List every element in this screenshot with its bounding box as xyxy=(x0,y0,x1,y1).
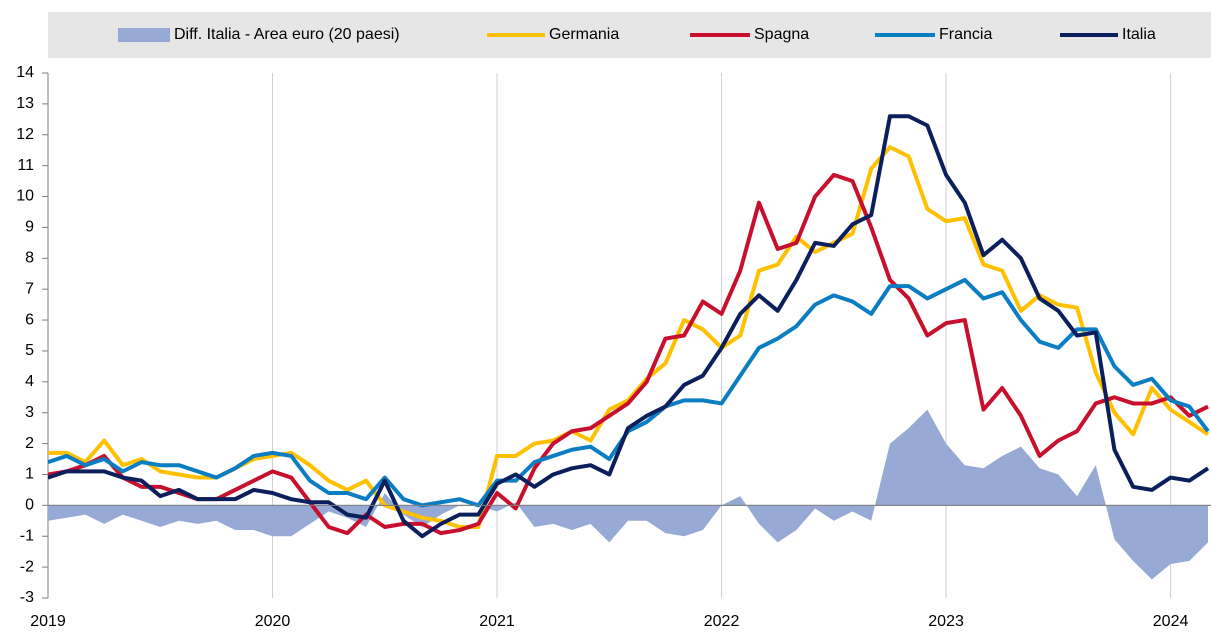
y-tick-label: 2 xyxy=(25,435,34,452)
legend-label: Spagna xyxy=(754,26,809,43)
legend-label: Italia xyxy=(1122,26,1156,43)
legend-label: Diff. Italia - Area euro (20 paesi) xyxy=(174,26,400,43)
y-tick-label: -2 xyxy=(20,558,34,575)
y-tick-label: 13 xyxy=(16,95,34,112)
y-tick-label: -3 xyxy=(20,589,34,606)
y-tick-label: 4 xyxy=(25,373,34,390)
x-tick-label: 2023 xyxy=(928,613,964,630)
y-tick-label: 3 xyxy=(25,404,34,421)
legend-background xyxy=(48,12,1211,58)
y-tick-label: 5 xyxy=(25,342,34,359)
area xyxy=(48,409,1208,580)
y-tick-label: 7 xyxy=(25,280,34,297)
y-tick-label: 1 xyxy=(25,466,34,483)
x-tick-label: 2021 xyxy=(479,613,515,630)
y-tick-label: -1 xyxy=(20,527,34,544)
plot-area xyxy=(48,114,1211,580)
line xyxy=(48,172,1209,536)
y-tick-label: 10 xyxy=(16,188,34,205)
y-tick-label: 12 xyxy=(16,126,34,143)
y-tick-label: 14 xyxy=(16,64,34,81)
x-tick-label: 2020 xyxy=(255,613,291,630)
line xyxy=(48,114,1210,539)
y-tick-label: 11 xyxy=(17,157,34,174)
y-tick-label: 6 xyxy=(25,311,34,328)
legend-label: Germania xyxy=(549,26,619,43)
y-tick-label: 0 xyxy=(25,497,34,514)
y-tick-label: 8 xyxy=(25,250,34,267)
x-tick-label: 2022 xyxy=(704,613,740,630)
x-tick-label: 2024 xyxy=(1153,613,1189,630)
legend-label: Francia xyxy=(939,26,992,43)
x-tick-label: 2019 xyxy=(30,613,66,630)
y-tick-label: 9 xyxy=(25,219,34,236)
legend-swatch xyxy=(118,28,170,42)
